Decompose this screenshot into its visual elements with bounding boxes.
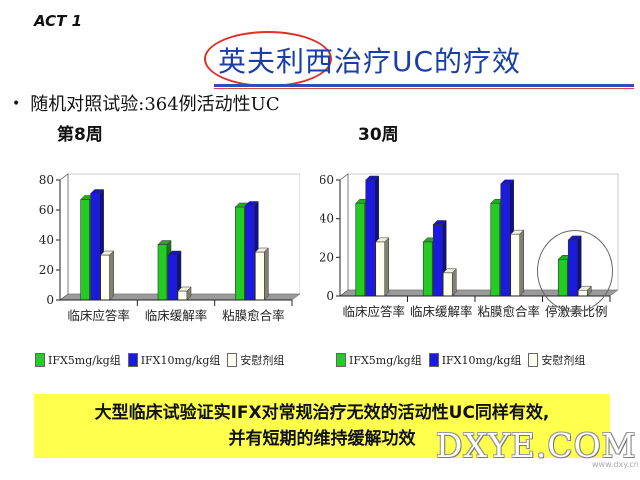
legend-label: 安慰剂组 (541, 354, 586, 367)
y-tick-label: 0 (46, 293, 54, 307)
conclusion-box: 大型临床试验证实IFX对常规治疗无效的活动性UC同样有效, 并有短期的维持缓解功… (34, 394, 610, 458)
x-tick-label: 临床应答率 (67, 308, 130, 323)
legend-item: 安慰剂组 (528, 352, 585, 368)
bar-front (490, 202, 501, 297)
title-underline-red (214, 88, 634, 89)
steroid-free-highlight-ellipse (537, 230, 613, 312)
bar-front (355, 202, 366, 297)
y-tick-label: 60 (320, 173, 334, 187)
bar (375, 237, 390, 297)
bar-front (442, 272, 453, 297)
bar (510, 229, 525, 297)
legend-item: IFX10mg/kg组 (127, 352, 221, 368)
conclusion-emphasis: UC (448, 403, 475, 423)
legend-swatch-green (336, 353, 346, 367)
legend-item: IFX5mg/kg组 (336, 352, 422, 368)
watermark-url: www.dxy.cn (592, 460, 639, 469)
act-label: ACT 1 (34, 12, 83, 30)
legend-swatch-green (35, 353, 45, 367)
bar-side (384, 237, 389, 297)
legend-swatch-blue (127, 353, 138, 367)
bar-front (177, 290, 188, 301)
legend-label: 安慰剂组 (240, 354, 285, 367)
bar-front (80, 199, 90, 301)
bar-front (245, 205, 255, 301)
bar-front (235, 206, 245, 301)
bar-chart-week8: 0 20 40 60 80 临床应答率 临床缓解率 粘膜愈合率 (39, 173, 300, 323)
bar-front (157, 244, 168, 301)
chart-side-wall (339, 173, 349, 297)
legend-swatch-placebo (528, 353, 539, 367)
bar-front (167, 254, 178, 301)
legend-swatch-placebo (227, 353, 238, 367)
bar-front (500, 183, 511, 297)
x-tick-label: 临床缓解率 (145, 308, 208, 323)
legend-label: IFX10mg/kg组 (140, 354, 221, 367)
legend-label: IFX10mg/kg组 (441, 354, 522, 367)
y-tick-label: 40 (39, 233, 54, 247)
conclusion-emphasis: IFX (230, 403, 262, 423)
slide-title: 英夫利西治疗UC的疗效 (218, 45, 522, 78)
conclusion-text: 对常规治疗无效的活动性 (261, 403, 449, 423)
chart-title-week8: 第8周 (57, 125, 103, 145)
bar-side (186, 286, 192, 301)
bar-front (255, 251, 265, 301)
legend-week30: IFX5mg/kg组 IFX10mg/kg组 安慰剂组 (336, 352, 585, 368)
legend-label: IFX5mg/kg组 (48, 354, 121, 367)
bar-front (422, 241, 433, 297)
bullet-dot-icon: • (12, 96, 21, 112)
conclusion-line-1: 大型临床试验证实IFX对常规治疗无效的活动性UC同样有效, (34, 400, 610, 426)
x-tick-label: 粘膜愈合率 (477, 304, 540, 319)
bar-front (365, 179, 376, 297)
bar-front (375, 241, 386, 297)
bar (177, 286, 192, 301)
legend-item: 安慰剂组 (227, 352, 284, 368)
bar-side (109, 250, 114, 301)
bar-front (100, 254, 110, 301)
bullet-text: 随机对照试验:364例活动性UC (30, 94, 280, 115)
legend-item: IFX10mg/kg组 (428, 352, 522, 368)
bullet-point: • 随机对照试验:364例活动性UC (12, 90, 280, 116)
bar (254, 247, 269, 301)
x-tick-label: 临床缓解率 (410, 304, 473, 319)
chart-title-week30: 30周 (358, 125, 399, 145)
bar (442, 268, 457, 297)
bar-front (432, 224, 443, 297)
bar (100, 250, 115, 301)
y-tick-label: 40 (320, 212, 334, 226)
legend-item: IFX5mg/kg组 (35, 352, 121, 368)
conclusion-text: 同样有效, (474, 403, 550, 423)
conclusion-line-2: 并有短期的维持缓解功效 (228, 429, 416, 449)
legend-week8: IFX5mg/kg组 IFX10mg/kg组 安慰剂组 (35, 352, 284, 368)
watermark: DXYE.COM (436, 426, 637, 465)
y-tick-label: 20 (320, 250, 334, 264)
y-tick-label: 20 (39, 263, 54, 277)
legend-swatch-blue (428, 353, 439, 367)
conclusion-text: 大型临床试验证实 (94, 403, 231, 423)
y-tick-label: 0 (326, 289, 334, 303)
x-tick-label: 临床应答率 (342, 304, 405, 319)
legend-label: IFX5mg/kg组 (349, 354, 422, 367)
bar-front (510, 233, 521, 297)
bar-side (519, 229, 524, 297)
title-underline-blue (214, 84, 634, 87)
chart-side-wall (59, 173, 69, 301)
bar-front (90, 193, 100, 301)
bar-side (264, 247, 269, 301)
bar (167, 250, 182, 301)
bar-side (452, 268, 457, 297)
y-tick-label: 80 (39, 173, 54, 187)
y-tick-label: 60 (39, 203, 54, 217)
x-tick-label: 粘膜愈合率 (222, 308, 285, 323)
